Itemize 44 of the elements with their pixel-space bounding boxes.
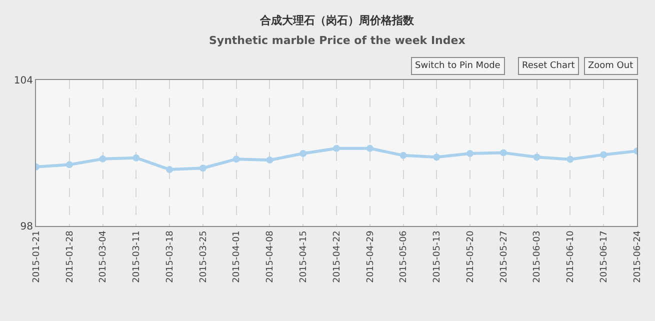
chart-title: 合成大理石（岗石）周价格指数: [259, 14, 415, 27]
x-tick-label: 2015-06-24: [632, 230, 643, 283]
x-tick-label: 2015-06-10: [566, 230, 576, 283]
x-tick-label: 2015-03-11: [132, 230, 142, 283]
point: [66, 161, 73, 168]
point: [99, 155, 106, 162]
point: [400, 152, 407, 159]
line-series: [36, 144, 637, 174]
text: Reset Chart: [522, 61, 576, 71]
x-tick-label: 2015-01-21: [32, 230, 42, 283]
chart-subtitle: Synthetic marble Price of the week Index: [209, 34, 466, 47]
y-tick-label: 98: [20, 222, 33, 232]
text: Switch to Pin Mode: [415, 61, 501, 71]
point: [333, 144, 340, 152]
point: [566, 156, 574, 163]
x-tick-label: 2015-05-06: [399, 230, 410, 283]
x-tick-label: 2015-04-01: [232, 230, 242, 283]
y-tick-label: 104: [14, 76, 33, 86]
point: [366, 144, 374, 152]
x-tick-label: 2015-04-29: [366, 230, 376, 283]
point: [500, 149, 507, 156]
point: [533, 154, 540, 161]
x-tick-label: 2015-05-13: [432, 230, 443, 283]
point: [166, 166, 174, 174]
x-tick-label: 2015-03-18: [165, 230, 176, 283]
x-tick-label: 2015-05-27: [499, 230, 510, 283]
point: [199, 164, 206, 172]
point: [433, 154, 440, 161]
point: [300, 150, 307, 157]
text: Zoom Out: [588, 61, 634, 71]
x-tick-label: 2015-01-28: [65, 230, 76, 283]
x-tick-label: 2015-04-15: [299, 230, 310, 283]
point: [266, 156, 274, 164]
x-tick-label: 2015-03-04: [98, 230, 109, 283]
point: [600, 151, 608, 158]
x-tick-label: 2015-04-22: [332, 230, 342, 283]
point: [232, 156, 240, 163]
x-tick-label: 2015-03-25: [198, 230, 209, 283]
x-tick-label: 2015-06-17: [600, 230, 610, 283]
x-tick-label: 2015-04-08: [266, 230, 276, 283]
point: [466, 150, 474, 157]
point: [132, 154, 140, 162]
x-tick-label: 2015-06-03: [532, 230, 543, 283]
x-tick-label: 2015-05-20: [466, 230, 476, 283]
